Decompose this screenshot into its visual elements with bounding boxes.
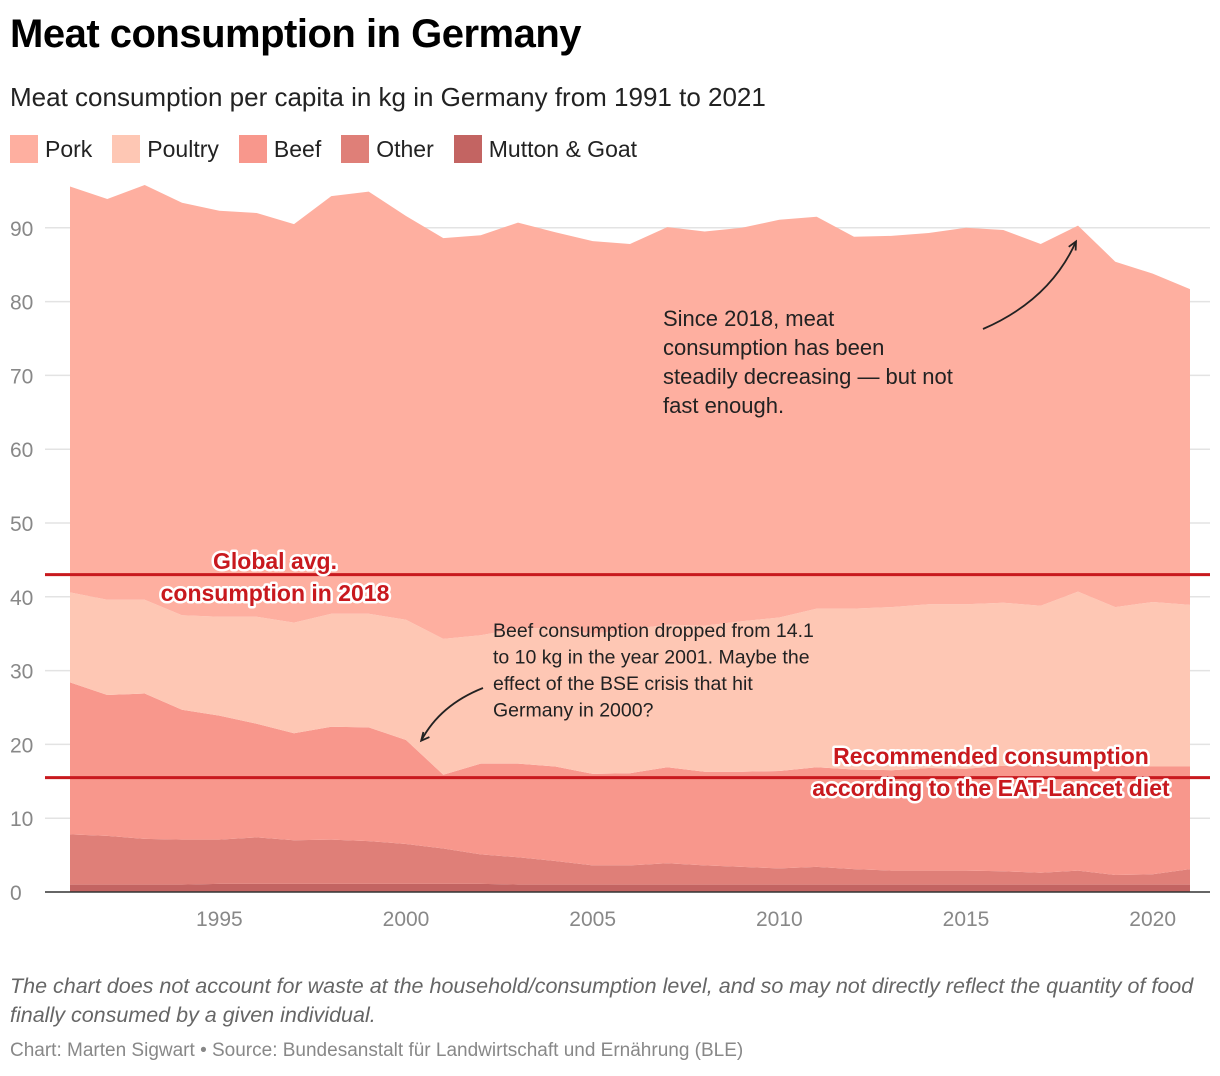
- reference-label-eat-lancet: Recommended consumption: [833, 743, 1149, 769]
- annotation-bse: Germany in 2000?: [493, 700, 654, 722]
- area-other: [70, 834, 1190, 885]
- x-tick-label: 1995: [196, 908, 243, 931]
- reference-label-global-avg: consumption in 2018: [161, 580, 390, 606]
- footnote: The chart does not account for waste at …: [10, 974, 1194, 1027]
- annotation-2018: Since 2018, meat: [663, 306, 834, 331]
- area-pork: [70, 185, 1190, 639]
- x-tick-label: 2020: [1129, 908, 1176, 931]
- reference-label-eat-lancet: according to the EAT-Lancet diet: [812, 775, 1170, 801]
- stacked-area-chart: 0 10 20 30 40 50 60 70 80 90 1995 2000 2005 2010 2015 2…: [10, 185, 1210, 931]
- area-poultry: [70, 591, 1190, 775]
- chart-title: Meat consumption in Germany: [10, 12, 582, 56]
- legend-item-poultry: Poultry: [112, 135, 219, 163]
- annotation-arrow-2018: [982, 241, 1077, 330]
- y-tick-label: 90: [10, 218, 33, 241]
- chart-subtitle: Meat consumption per capita in kg in Ger…: [10, 82, 766, 112]
- annotation-arrow-2018-head: [1068, 239, 1077, 251]
- annotation-bse: to 10 kg in the year 2001. Maybe the: [493, 647, 810, 669]
- legend-label: Mutton & Goat: [488, 135, 638, 162]
- y-tick-label: 60: [10, 439, 33, 462]
- y-tick-label: 0: [10, 882, 22, 905]
- legend-item-mutton-goat: Mutton & Goat: [453, 135, 638, 163]
- legend-label: Other: [376, 135, 434, 162]
- x-tick-label: 2015: [943, 908, 990, 931]
- y-tick-label: 30: [10, 661, 33, 684]
- annotation-arrow-bse: [420, 687, 484, 742]
- legend-item-other: Other: [341, 135, 434, 163]
- legend-label: Beef: [273, 135, 322, 162]
- legend-item-beef: Beef: [238, 135, 322, 163]
- y-tick-label: 10: [10, 808, 33, 831]
- y-tick-label: 70: [10, 365, 33, 388]
- x-tick-label: 2005: [569, 908, 616, 931]
- legend-swatch: [453, 135, 482, 163]
- x-tick-label: 2000: [383, 908, 430, 931]
- annotation-2018: fast enough.: [663, 393, 784, 418]
- reference-label-global-avg: Global avg.: [213, 548, 337, 574]
- annotation-bse: effect of the BSE crisis that hit: [493, 673, 753, 695]
- legend: Pork Poultry Beef Other Mutton & Goat: [10, 135, 657, 163]
- y-tick-label: 20: [10, 734, 33, 757]
- source-credit: Chart: Marten Sigwart • Source: Bundesan…: [10, 1040, 744, 1061]
- annotation-2018: steadily decreasing — but not: [663, 364, 953, 389]
- legend-swatch: [10, 135, 38, 163]
- y-tick-label: 50: [10, 513, 33, 536]
- legend-swatch: [112, 135, 141, 163]
- legend-label: Pork: [45, 135, 93, 162]
- x-tick-label: 2010: [756, 908, 803, 931]
- legend-item-pork: Pork: [10, 135, 92, 163]
- legend-swatch: [238, 135, 267, 163]
- area-mutton-goat: [70, 883, 1190, 892]
- y-tick-label: 80: [10, 292, 33, 315]
- legend-label: Poultry: [147, 135, 219, 162]
- annotation-bse: Beef consumption dropped from 14.1: [493, 620, 814, 642]
- annotation-arrow-bse-head: [419, 731, 430, 743]
- y-tick-label: 40: [10, 587, 33, 610]
- legend-swatch: [341, 135, 370, 163]
- annotation-2018: consumption has been: [663, 335, 884, 360]
